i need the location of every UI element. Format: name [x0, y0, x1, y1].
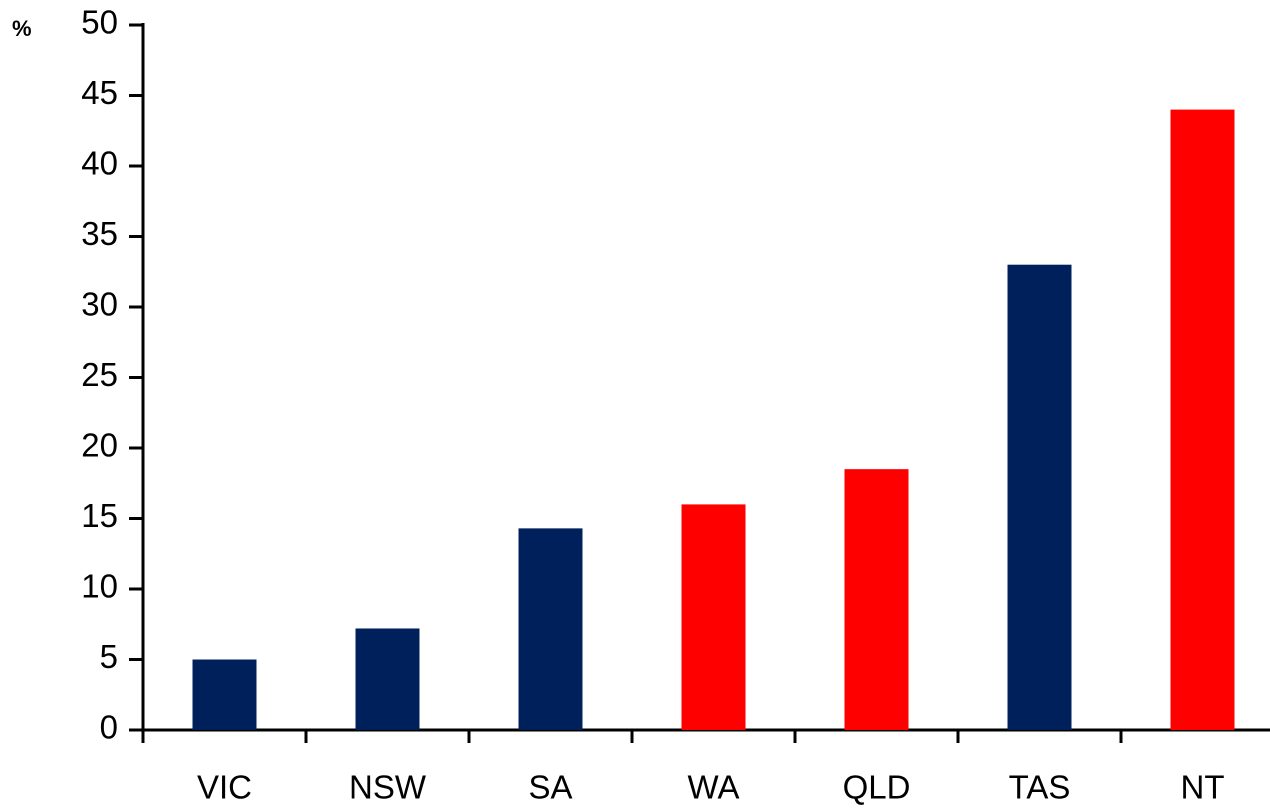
- x-tick-label: TAS: [1009, 769, 1071, 806]
- bar: [192, 659, 257, 730]
- bar: [1007, 264, 1072, 730]
- y-tick-label: 5: [100, 638, 118, 675]
- y-tick-label: 15: [81, 497, 118, 534]
- x-tick-label: QLD: [843, 769, 911, 806]
- x-tick-label: WA: [688, 769, 740, 806]
- y-tick-label: 45: [81, 74, 118, 111]
- y-tick-label: 10: [81, 568, 118, 605]
- bar: [1170, 109, 1235, 731]
- bar: [681, 504, 746, 730]
- y-axis-unit: %: [12, 16, 32, 41]
- y-tick-label: 40: [81, 145, 118, 182]
- y-tick-label: 25: [81, 356, 118, 393]
- y-tick-label: 0: [100, 709, 118, 746]
- y-tick-label: 20: [81, 427, 118, 464]
- y-tick-label: 30: [81, 286, 118, 323]
- bar: [844, 469, 909, 730]
- x-tick-label: NT: [1181, 769, 1225, 806]
- y-tick-label: 35: [81, 215, 118, 252]
- x-tick-label: SA: [528, 769, 572, 806]
- bar: [355, 628, 420, 730]
- y-tick-label: 50: [81, 4, 118, 41]
- bar: [518, 528, 583, 730]
- x-tick-label: VIC: [197, 769, 252, 806]
- x-tick-label: NSW: [349, 769, 427, 806]
